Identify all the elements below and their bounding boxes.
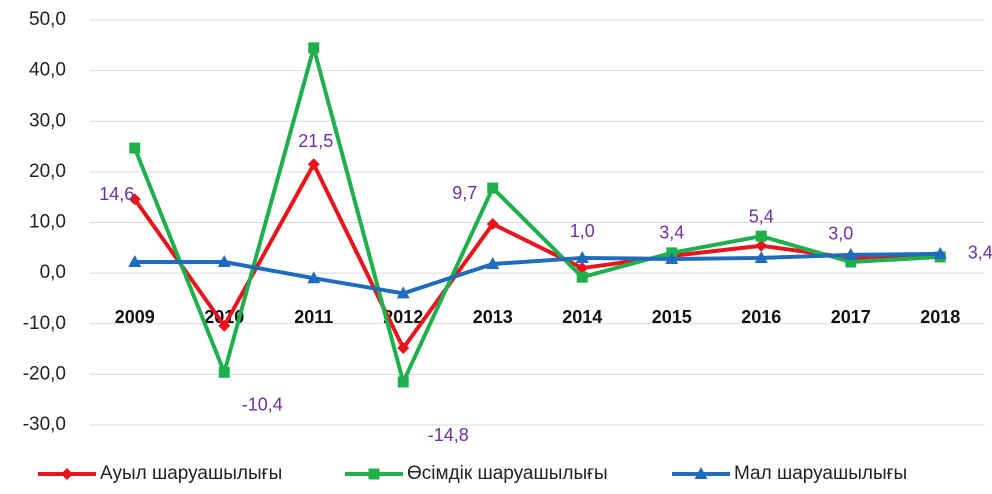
data-label: 3,0 xyxy=(828,224,853,244)
data-label: 3,4 xyxy=(659,223,684,243)
marker xyxy=(217,254,231,267)
legend-label: Мал шаруашылығы xyxy=(734,463,907,484)
marker xyxy=(575,250,589,263)
x-tick-label: 2012 xyxy=(383,307,423,327)
marker xyxy=(307,158,320,171)
data-label: -10,4 xyxy=(242,395,283,415)
marker xyxy=(487,182,499,194)
legend-label: Ауыл шаруашылығы xyxy=(100,463,282,484)
marker xyxy=(307,271,321,284)
x-tick-label: 2016 xyxy=(741,307,781,327)
marker xyxy=(218,319,231,332)
data-label: 21,5 xyxy=(298,131,333,151)
marker xyxy=(576,271,588,283)
marker xyxy=(486,218,499,231)
y-tick-label: 40,0 xyxy=(29,60,66,81)
data-label: 14,6 xyxy=(99,184,134,204)
y-tick-label: 20,0 xyxy=(29,161,66,182)
marker xyxy=(665,251,679,264)
y-tick-label: 10,0 xyxy=(29,212,66,233)
series-line xyxy=(134,251,941,296)
series-line xyxy=(133,162,941,351)
marker xyxy=(397,376,409,388)
data-label: 5,4 xyxy=(749,207,774,227)
x-tick-label: 2013 xyxy=(473,307,513,327)
marker xyxy=(755,239,768,252)
x-tick-label: 2009 xyxy=(115,307,155,327)
legend-marker xyxy=(694,467,708,479)
marker xyxy=(397,342,410,355)
marker xyxy=(128,193,141,206)
y-tick-label: -30,0 xyxy=(23,414,66,435)
marker xyxy=(308,42,320,54)
data-label: 1,0 xyxy=(570,221,595,241)
x-tick-label: 2015 xyxy=(652,307,692,327)
marker xyxy=(576,262,589,275)
y-tick-label: 0,0 xyxy=(40,262,66,283)
legend-marker xyxy=(368,468,380,480)
y-tick-label: 30,0 xyxy=(29,110,66,131)
marker xyxy=(755,230,767,242)
series-line xyxy=(132,45,941,384)
y-tick-label: 50,0 xyxy=(29,9,66,30)
marker xyxy=(129,142,141,154)
marker xyxy=(845,256,857,268)
legend-marker xyxy=(61,468,73,480)
marker xyxy=(218,366,230,378)
marker xyxy=(128,254,142,267)
y-tick-label: -10,0 xyxy=(23,313,66,334)
marker xyxy=(844,247,858,260)
x-tick-label: 2017 xyxy=(831,307,871,327)
marker xyxy=(486,257,500,270)
marker xyxy=(933,246,947,259)
x-tick-label: 2018 xyxy=(920,307,960,327)
marker xyxy=(754,250,768,263)
data-label: 9,7 xyxy=(452,183,477,203)
y-tick-label: -20,0 xyxy=(23,363,66,384)
legend-label: Өсімдік шаруашылығы xyxy=(407,463,608,484)
data-label: 3,4 xyxy=(968,243,992,263)
data-label: -14,8 xyxy=(428,425,469,445)
marker xyxy=(396,286,410,299)
x-tick-label: 2011 xyxy=(294,307,333,327)
x-tick-label: 2014 xyxy=(562,307,602,327)
